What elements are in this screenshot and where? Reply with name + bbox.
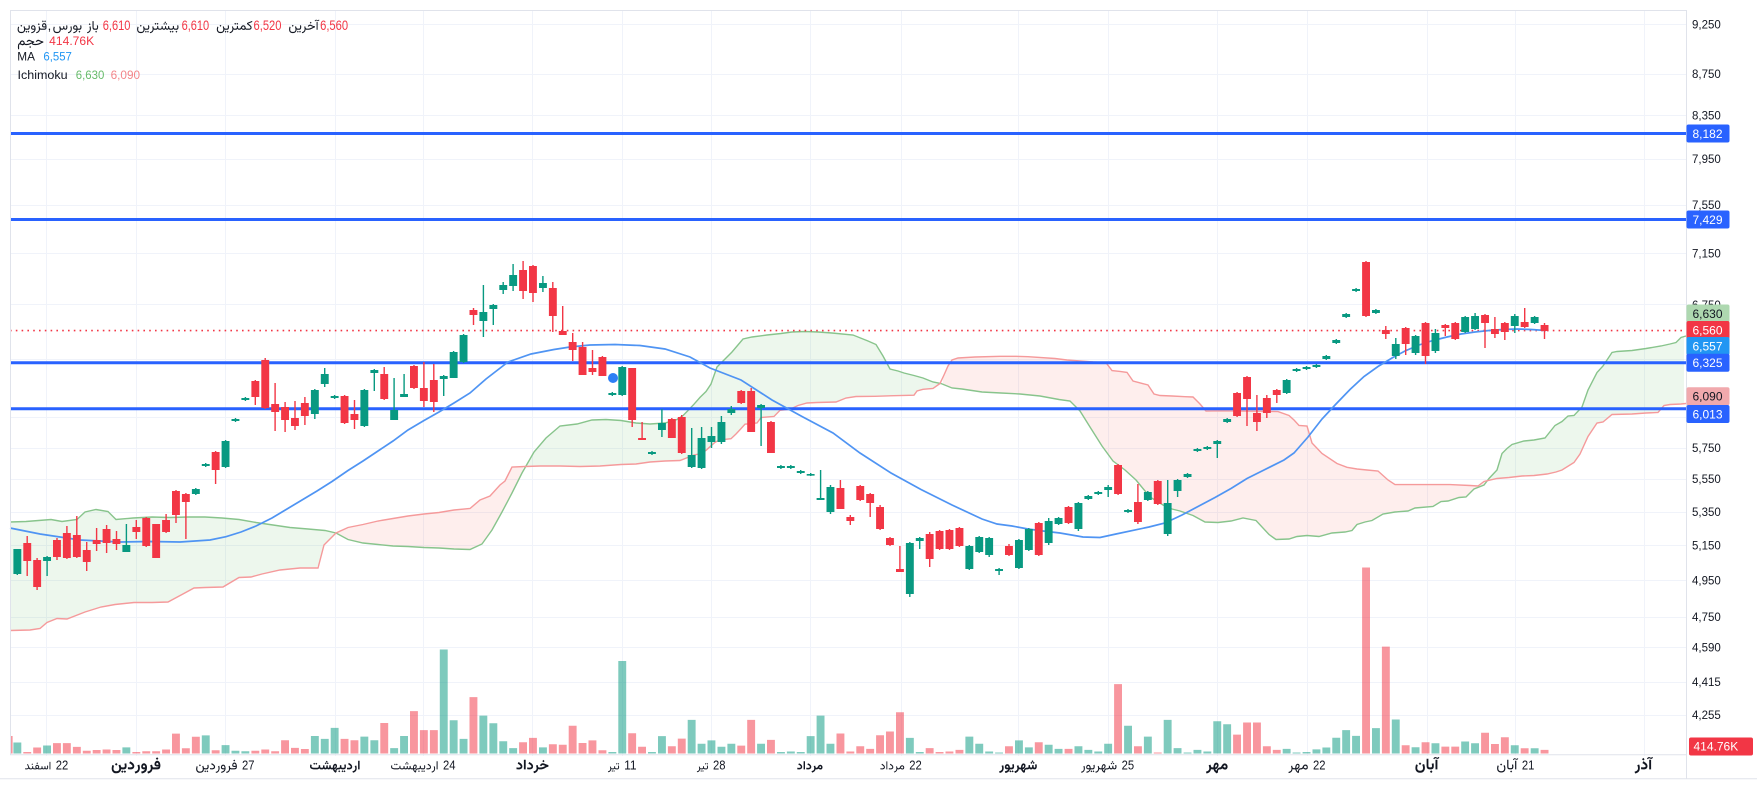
svg-text:24: 24 (443, 758, 456, 772)
svg-text:7,150: 7,150 (1692, 249, 1721, 261)
svg-text:5,350: 5,350 (1692, 507, 1721, 519)
svg-text:8,350: 8,350 (1692, 111, 1721, 123)
svg-text:6,610: 6,610 (103, 17, 131, 33)
svg-text:6,325: 6,325 (1693, 356, 1723, 370)
svg-text:27: 27 (242, 758, 255, 772)
svg-text:8,750: 8,750 (1692, 69, 1721, 81)
svg-text:,: , (48, 18, 52, 33)
svg-text:Ichimoku: Ichimoku (18, 70, 68, 82)
svg-text:6,090: 6,090 (1693, 390, 1723, 404)
svg-text:6,560: 6,560 (320, 17, 348, 33)
svg-text:414.76K: 414.76K (1694, 740, 1739, 754)
svg-text:6,610: 6,610 (182, 17, 210, 33)
svg-text:22: 22 (1313, 758, 1326, 772)
svg-text:4,590: 4,590 (1692, 643, 1721, 655)
svg-text:MA: MA (17, 52, 35, 64)
svg-text:4,255: 4,255 (1692, 710, 1721, 722)
svg-text:4,950: 4,950 (1692, 576, 1721, 588)
svg-text:4,750: 4,750 (1692, 612, 1721, 624)
svg-text:6,557: 6,557 (43, 52, 72, 64)
svg-text:28: 28 (713, 758, 726, 772)
svg-text:6,520: 6,520 (254, 17, 282, 33)
svg-text:9,250: 9,250 (1692, 19, 1721, 31)
svg-text:22: 22 (909, 758, 922, 772)
svg-text:5,550: 5,550 (1692, 474, 1721, 486)
svg-text:7,550: 7,550 (1692, 200, 1721, 212)
svg-text:11: 11 (624, 758, 637, 772)
svg-text:6,630: 6,630 (76, 70, 105, 82)
svg-text:5,150: 5,150 (1692, 540, 1721, 552)
svg-text:7,429: 7,429 (1693, 213, 1723, 227)
svg-text:6,560: 6,560 (1693, 323, 1723, 337)
svg-text:7,950: 7,950 (1692, 154, 1721, 166)
svg-text:25: 25 (1122, 758, 1135, 772)
svg-text:5,750: 5,750 (1692, 443, 1721, 455)
svg-text:21: 21 (1522, 758, 1535, 772)
svg-text:4,415: 4,415 (1692, 677, 1721, 689)
svg-text:414.76K: 414.76K (49, 36, 94, 48)
svg-text:6,090: 6,090 (111, 70, 140, 82)
svg-text:6,630: 6,630 (1693, 307, 1723, 321)
svg-text:8,182: 8,182 (1693, 127, 1723, 141)
svg-text:22: 22 (56, 758, 69, 772)
svg-text:6,557: 6,557 (1693, 339, 1723, 353)
svg-text:6,013: 6,013 (1693, 407, 1723, 421)
